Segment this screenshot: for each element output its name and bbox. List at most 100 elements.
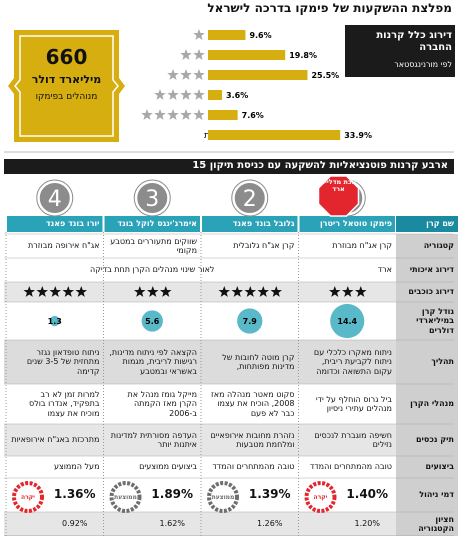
value-label: 9.6% xyxy=(249,31,271,40)
bar xyxy=(208,90,223,100)
label-bg xyxy=(396,302,458,340)
bar xyxy=(208,70,308,80)
label-bg xyxy=(396,340,458,384)
fund-number-circle xyxy=(232,181,267,215)
row-label: שם קרן xyxy=(426,219,454,229)
cell-category: אג"ח אירופה מבוזרת xyxy=(28,241,100,251)
cell-portfolio: העדפה מסורתית למדינות איתנות יותר xyxy=(110,430,197,449)
star xyxy=(167,69,179,80)
star xyxy=(180,49,192,60)
assets-outline xyxy=(14,35,119,137)
row-bg xyxy=(4,234,454,258)
star xyxy=(49,286,61,297)
row-label: דירוג כוכבים xyxy=(408,287,454,297)
value-label: 3.6% xyxy=(226,91,248,100)
cell-managers: למרות זמן לא רב בתפקיד, אנדרו בולס מוכיח… xyxy=(29,390,100,418)
row-label: קטגוריה xyxy=(423,241,454,251)
gauge-ring xyxy=(304,481,337,513)
bar xyxy=(208,30,246,40)
row-bg xyxy=(4,258,454,282)
fund-number: 2 xyxy=(243,187,257,212)
bar xyxy=(208,110,238,120)
size-label: 1.3 xyxy=(48,317,62,326)
gauge-ring xyxy=(12,481,44,513)
label-bg xyxy=(396,234,458,258)
row-label: ביצועים xyxy=(425,462,454,472)
page-title: מפלצת ההשקעות של פימקו בדרכה לישראל xyxy=(207,1,452,15)
bar xyxy=(208,50,286,60)
badge-text: זוכת מדליית ארד xyxy=(320,178,357,194)
star xyxy=(329,286,341,297)
cell-managers: מייקל גומז מנהל את הקרן מאז הקמתה ב-2006 xyxy=(127,390,197,418)
label-bg xyxy=(396,456,458,478)
cell-process: ניתוח מאקרו כלכלי עם ניתוח לקביעת ריבית,… xyxy=(313,348,392,376)
size-bubble xyxy=(330,303,365,339)
star xyxy=(180,89,192,100)
section-title: ארבע קרנות פוטנציאליות להשקעה עם כניסת ת… xyxy=(192,160,448,171)
row-label: דירוג איכותי xyxy=(409,265,454,275)
fund-name: יורו בונד פאנד xyxy=(45,219,100,229)
fee: 1.39% xyxy=(248,487,291,502)
star xyxy=(257,286,269,297)
badge xyxy=(317,175,360,217)
star xyxy=(167,89,179,100)
cell-category: קרן אג"ח מבוזרת xyxy=(332,241,392,251)
gauge-label: יקרה xyxy=(314,494,328,501)
fund-number-ring xyxy=(231,179,269,217)
fund-name: אימרג'ינגס לוקל בונד xyxy=(117,219,197,229)
star xyxy=(147,286,159,297)
star xyxy=(154,109,166,120)
median: 1.62% xyxy=(159,519,185,529)
row-bg xyxy=(4,340,454,384)
star xyxy=(160,286,172,297)
label-bg xyxy=(396,512,458,536)
name-bg xyxy=(299,216,395,232)
cell-managers: ביל גרוס הוחלף על ידי מנהלים עתירי ניסיו… xyxy=(315,394,392,413)
star xyxy=(141,109,153,120)
star xyxy=(231,286,243,297)
cell-portfolio: מתרכזת באג"ח אירופאיות xyxy=(11,435,100,445)
row-label: גודל קרן במיליארדי דולרים xyxy=(416,307,454,335)
value-label: 33.9% xyxy=(344,131,372,140)
row-bg xyxy=(4,512,454,536)
star xyxy=(180,69,192,80)
fund-number-ring xyxy=(36,179,74,217)
assets-caption: מנוהלים בפימקו xyxy=(35,92,98,102)
cell-process: הקצאה לפי ניתוח מדינות, רגישות לריבית, מ… xyxy=(109,348,197,376)
label-bg xyxy=(396,384,458,424)
row-bg xyxy=(4,478,454,512)
fee: 1.89% xyxy=(151,487,194,502)
row-bg xyxy=(4,282,454,302)
row-bg xyxy=(4,456,454,478)
section-bar xyxy=(4,159,454,174)
fund-name: פימקו טוטאל ריטרן xyxy=(319,219,392,229)
gauge-ring xyxy=(109,481,142,513)
median: 1.26% xyxy=(257,519,283,529)
label-bg xyxy=(396,258,458,282)
star xyxy=(36,286,48,297)
cell-performance: טובה מהמתחרים והמדד xyxy=(309,462,392,472)
row-label: מנהלי הקרן xyxy=(410,399,454,409)
cell-performance: טובה מהמתחרים והמדד xyxy=(212,462,295,472)
star xyxy=(134,286,146,297)
size-bubble xyxy=(49,315,60,327)
cell-performance: מעל הממוצע xyxy=(53,462,100,472)
star xyxy=(23,286,35,297)
qualitative-rating: ארד xyxy=(377,265,392,275)
size-label: 7.9 xyxy=(243,317,258,326)
row-bg xyxy=(4,424,454,456)
chart-title: דירוג כלל קרנות החברה xyxy=(376,30,452,53)
value-label: 7.6% xyxy=(242,111,264,120)
gauge-label: יקרה xyxy=(21,494,35,501)
label-bg xyxy=(396,424,458,456)
star xyxy=(62,286,74,297)
star xyxy=(218,286,230,297)
row-bg xyxy=(4,384,454,424)
value-label: 19.8% xyxy=(289,51,317,60)
fund-number-ring xyxy=(133,179,171,217)
star xyxy=(193,89,205,100)
median: 0.92% xyxy=(62,519,88,529)
star xyxy=(270,286,282,297)
bar xyxy=(208,130,341,140)
